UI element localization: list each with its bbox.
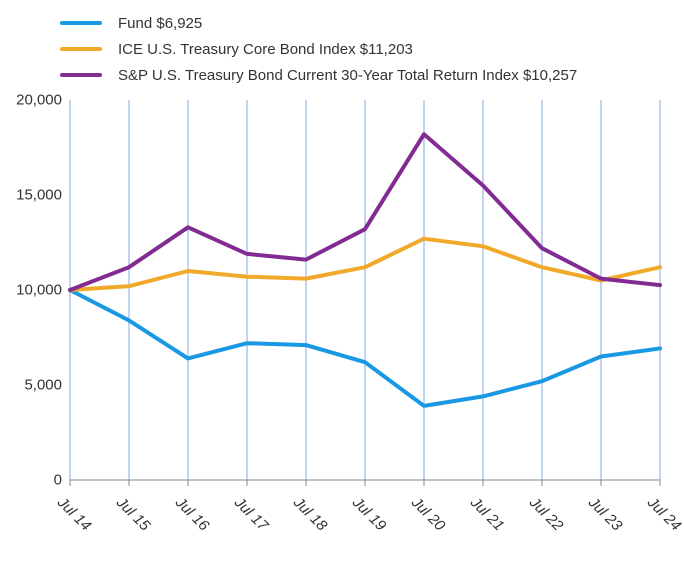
- y-tick-label: 10,000: [16, 282, 62, 299]
- y-tick-label: 5,000: [24, 377, 62, 394]
- plot-svg: [0, 0, 684, 576]
- y-tick-label: 0: [54, 472, 62, 489]
- y-tick-label: 20,000: [16, 92, 62, 109]
- growth-chart: Fund $6,925 ICE U.S. Treasury Core Bond …: [0, 0, 684, 576]
- y-tick-label: 15,000: [16, 187, 62, 204]
